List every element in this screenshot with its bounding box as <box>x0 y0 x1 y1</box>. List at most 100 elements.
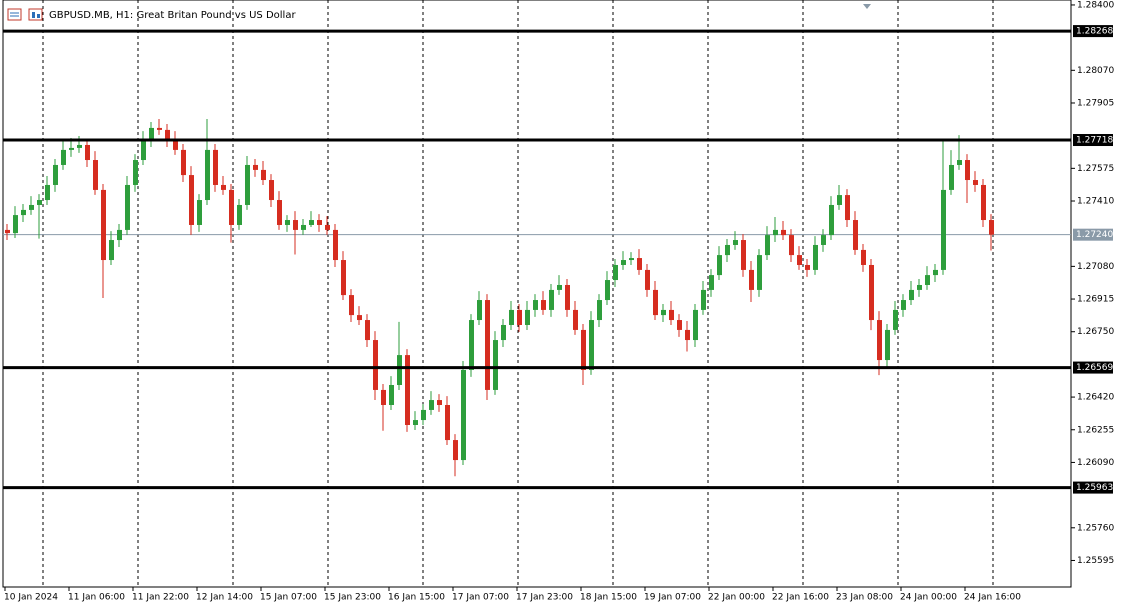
candle-body <box>141 140 146 161</box>
candle-body <box>269 180 274 201</box>
candle-body <box>637 258 642 270</box>
candle-body <box>837 195 842 205</box>
candle-body <box>165 129 170 141</box>
candle-body <box>581 329 586 370</box>
candle-body <box>181 149 186 176</box>
candle-body <box>445 404 450 441</box>
candle-body <box>253 164 258 170</box>
candle-body <box>477 300 482 321</box>
candle-body <box>373 340 378 390</box>
candle-body <box>893 309 898 330</box>
candle-body <box>821 235 826 245</box>
candle-body <box>149 127 154 141</box>
x-tick-label: 23 Jan 08:00 <box>836 593 893 603</box>
level-label-bg <box>1073 134 1113 147</box>
candle-body <box>45 184 50 201</box>
candle-body <box>965 160 970 181</box>
candle-body <box>53 164 58 185</box>
candle-body <box>709 275 714 290</box>
candle-body <box>677 320 682 330</box>
candle-body <box>493 340 498 390</box>
candle-body <box>557 284 562 290</box>
level-label-bg <box>1073 25 1113 38</box>
candle-body <box>765 235 770 256</box>
candle-body <box>461 369 466 461</box>
candle-body <box>413 420 418 426</box>
candle-body <box>277 200 282 225</box>
x-tick-label: 18 Jan 15:00 <box>580 593 637 603</box>
candle-body <box>525 309 530 325</box>
candle-body <box>933 269 938 276</box>
candle-body <box>61 149 66 165</box>
candle-body <box>661 309 666 316</box>
candle-body <box>197 200 202 225</box>
candle-body <box>357 315 362 321</box>
level-label: 1.25963 <box>1076 483 1113 493</box>
candle-body <box>157 127 162 130</box>
candle-body <box>717 255 722 276</box>
candle-body <box>29 204 34 210</box>
candle-body <box>957 160 962 165</box>
candle-body <box>589 320 594 370</box>
candle-body <box>989 220 994 235</box>
candle-body <box>981 184 986 221</box>
y-tick-label: 1.26915 <box>1077 295 1114 305</box>
candle-body <box>205 149 210 201</box>
y-tick-label: 1.26420 <box>1077 393 1114 403</box>
candle-body <box>133 160 138 185</box>
candle-body <box>909 289 914 301</box>
y-tick-label: 1.27905 <box>1077 98 1114 108</box>
candle-body <box>813 244 818 270</box>
candle-body <box>365 320 370 341</box>
candle-body <box>597 300 602 321</box>
candle-body <box>725 244 730 256</box>
candle-body <box>341 260 346 296</box>
candle-body <box>5 229 10 234</box>
candle-body <box>685 329 690 341</box>
candle-body <box>501 324 506 341</box>
y-tick-label: 1.25760 <box>1077 523 1114 533</box>
x-tick-label: 17 Jan 07:00 <box>452 593 509 603</box>
candle-body <box>533 300 538 310</box>
candle-body <box>229 189 234 225</box>
candle-body <box>221 184 226 190</box>
candle-body <box>397 355 402 385</box>
candle-body <box>749 269 754 290</box>
candle-body <box>653 289 658 316</box>
candle-body <box>757 255 762 290</box>
candle-body <box>941 189 946 270</box>
candle-body <box>437 400 442 405</box>
x-tick-label: 11 Jan 22:00 <box>132 593 189 603</box>
x-tick-label: 15 Jan 07:00 <box>260 593 317 603</box>
y-tick-label: 1.26750 <box>1077 327 1114 337</box>
y-tick-label: 1.25595 <box>1077 556 1114 566</box>
candles <box>5 119 994 477</box>
x-tick-label: 22 Jan 16:00 <box>772 593 829 603</box>
candle-body <box>125 184 130 230</box>
candle-body <box>917 284 922 290</box>
candle-body <box>829 204 834 236</box>
candle-body <box>669 309 674 321</box>
candle-body <box>77 144 82 148</box>
x-tick-label: 22 Jan 00:00 <box>708 593 765 603</box>
icon <box>7 8 22 21</box>
candle-body <box>109 240 114 261</box>
level-label: 1.27718 <box>1076 136 1113 146</box>
x-tick-label: 24 Jan 00:00 <box>900 593 957 603</box>
y-tick-label: 1.26090 <box>1077 458 1114 468</box>
y-tick-label: 1.28400 <box>1077 0 1114 10</box>
grid <box>42 0 994 587</box>
candle-body <box>629 258 634 261</box>
candle-body <box>69 147 74 150</box>
x-tick-label: 19 Jan 07:00 <box>644 593 701 603</box>
candle-body <box>645 269 650 290</box>
chart-title: GBPUSD.MB, H1: Great Britan Pound vs US … <box>49 10 296 21</box>
candle-body <box>869 264 874 321</box>
current-price-label-bg <box>1073 228 1113 241</box>
candle-body <box>885 329 890 361</box>
candle-body <box>37 200 42 205</box>
y-tick-label: 1.26255 <box>1077 425 1114 435</box>
x-tick-label: 16 Jan 15:00 <box>388 593 445 603</box>
